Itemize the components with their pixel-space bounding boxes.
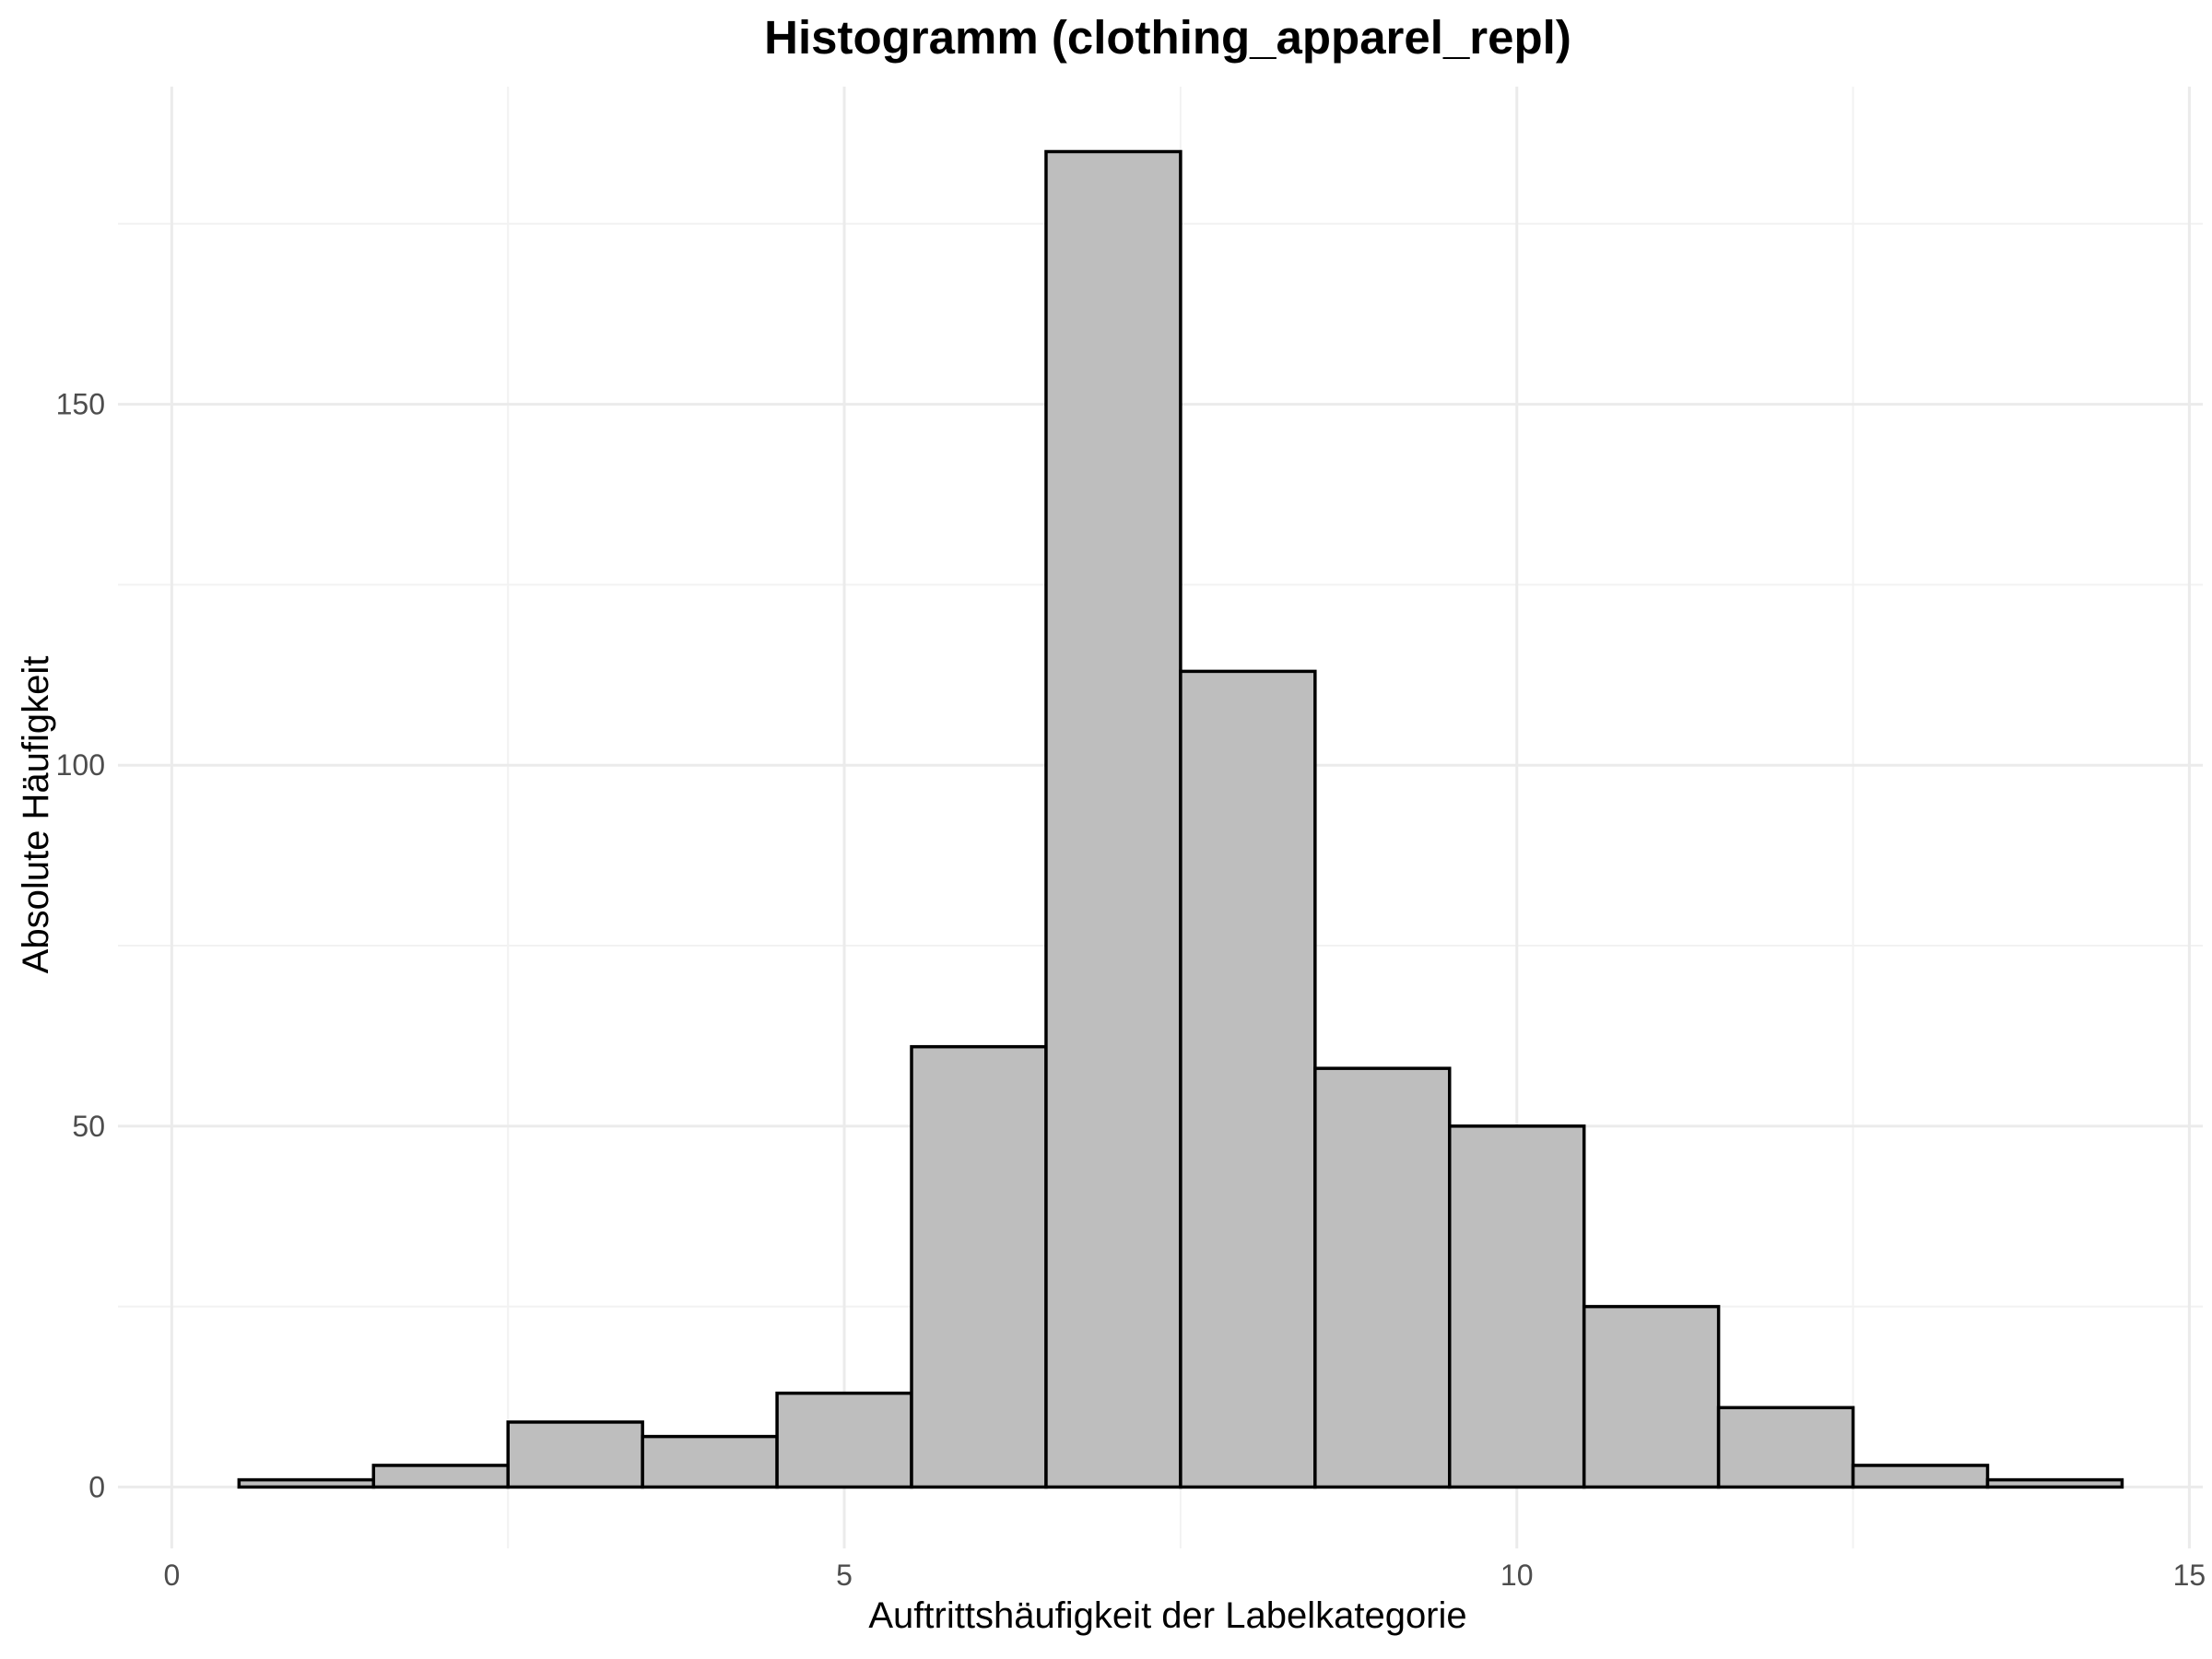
y-tick-label: 50 xyxy=(72,1110,105,1143)
x-axis-label: Auftrittshäufigkeit der Labelkategorie xyxy=(868,1595,1466,1636)
histogram-bar xyxy=(1851,1464,1990,1489)
histogram-bar xyxy=(237,1477,376,1489)
histogram-bar xyxy=(1716,1406,1855,1489)
x-tick-label: 0 xyxy=(163,1559,180,1592)
histogram-bar xyxy=(371,1464,510,1489)
histogram-bar xyxy=(1448,1124,1586,1489)
histogram-bar xyxy=(1313,1066,1452,1489)
histogram-bar xyxy=(641,1434,779,1489)
histogram-bar xyxy=(775,1391,913,1489)
histogram-bar xyxy=(506,1420,644,1489)
y-tick-label: 100 xyxy=(56,748,105,782)
histogram-bar xyxy=(1044,149,1182,1489)
x-tick-label: 5 xyxy=(836,1559,853,1592)
histogram-bar xyxy=(1582,1304,1721,1489)
histogram-bar xyxy=(910,1044,1048,1489)
x-tick-label: 15 xyxy=(2173,1559,2206,1592)
y-tick-label: 150 xyxy=(56,388,105,421)
histogram-bar xyxy=(1985,1477,2124,1489)
y-axis-ticks: 0 50 100 150 xyxy=(56,388,105,1504)
x-axis-ticks: 0 5 10 15 xyxy=(163,1559,2206,1592)
histogram-bar xyxy=(1179,669,1317,1489)
histogram-bars xyxy=(237,149,2124,1489)
x-tick-label: 10 xyxy=(1500,1559,1534,1592)
y-axis-label: Absolute Häufigkeit xyxy=(16,656,56,974)
y-tick-label: 0 xyxy=(88,1470,105,1503)
chart-title: Histogramm (clothing_apparel_repl) xyxy=(764,11,1571,64)
